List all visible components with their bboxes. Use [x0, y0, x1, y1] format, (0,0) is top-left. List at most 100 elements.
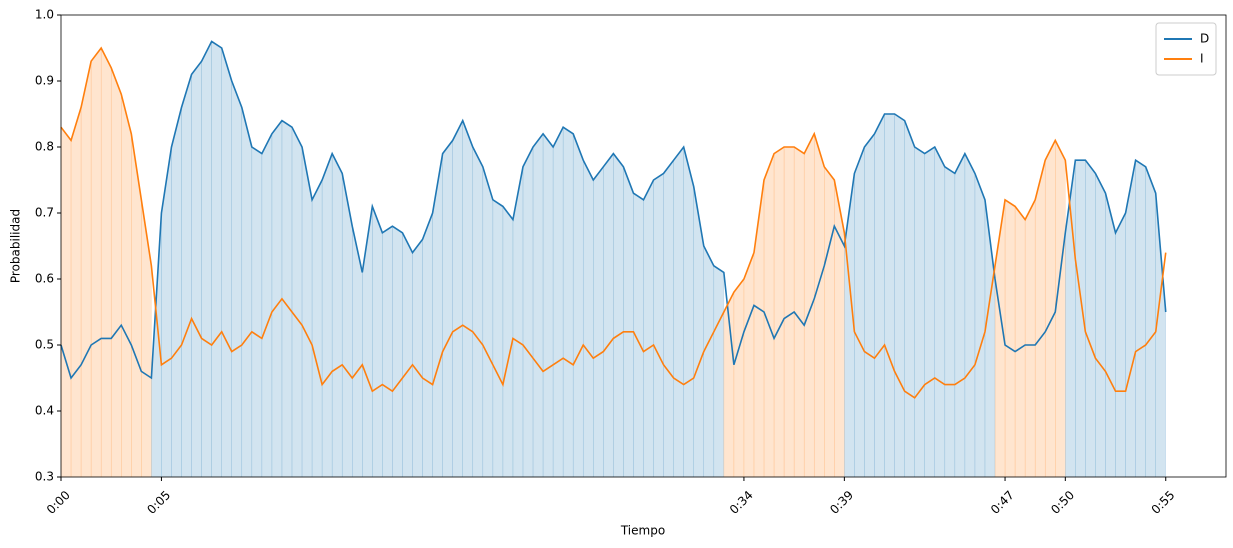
area-fill [110, 67, 122, 478]
area-fill [884, 113, 895, 478]
area-fill [80, 61, 92, 478]
area-fill [914, 146, 925, 478]
area-fill [141, 199, 152, 478]
y-tick-label: 0.6 [35, 272, 54, 286]
area-fill [331, 153, 343, 478]
area-fill [1115, 212, 1126, 478]
area-fill [623, 166, 634, 478]
area-fill [743, 252, 755, 478]
area-fill [603, 152, 614, 478]
area-fill [422, 212, 433, 478]
area-fill [201, 41, 212, 478]
area-fill [874, 113, 885, 478]
area-fill [412, 238, 423, 478]
area-fill [100, 47, 112, 478]
area-fill [783, 146, 795, 478]
area-fill [1095, 173, 1106, 478]
y-tick-label: 0.9 [35, 74, 54, 88]
area-fill [191, 60, 202, 478]
area-fill [793, 146, 805, 478]
area-fill [522, 146, 534, 478]
area-fill [261, 133, 273, 478]
area-fill [1105, 193, 1116, 478]
area-fill [1085, 159, 1096, 478]
area-fill [552, 127, 564, 478]
area-fill [181, 74, 192, 478]
x-tick-label: 0:00 [44, 488, 73, 517]
area-fill [171, 107, 182, 478]
x-tick-label: 0:05 [144, 488, 173, 517]
area-fill [954, 153, 966, 478]
area-fill [161, 146, 172, 478]
area-fill [934, 146, 946, 478]
area-fill [60, 126, 72, 478]
area-fill [683, 146, 694, 478]
area-fill [643, 179, 654, 478]
y-tick-label: 0.5 [35, 338, 54, 352]
area-fill [311, 179, 323, 478]
area-fill [854, 146, 865, 478]
plot-frame [60, 14, 1227, 478]
area-fill [1024, 199, 1036, 478]
area-fill [773, 146, 785, 478]
line [60, 40, 1167, 380]
area-fill [121, 94, 132, 478]
area-fill [532, 133, 544, 478]
area-fill [251, 146, 263, 478]
area-fill [301, 146, 313, 478]
area-fill [392, 225, 403, 478]
area-fill [321, 153, 333, 478]
area-fill [271, 119, 283, 478]
area-fill [442, 139, 453, 478]
area-fill [231, 80, 243, 478]
area-fill [813, 133, 825, 478]
area-fill [572, 133, 584, 478]
area-fill [402, 232, 413, 478]
y-axis-label: Probabilidad [9, 209, 23, 283]
area-fill [1155, 193, 1166, 478]
area-fill [924, 146, 935, 478]
area-fill [1004, 199, 1016, 478]
area-fill [221, 47, 232, 478]
area-fill [663, 159, 674, 478]
y-tick-label: 0.8 [35, 140, 54, 154]
area-fill [974, 173, 986, 478]
area-fill [844, 173, 855, 478]
x-tick-label: 0:34 [727, 488, 756, 517]
legend-label: D [1200, 32, 1209, 46]
x-tick-label: 0:47 [988, 488, 1017, 517]
area-fill [693, 186, 705, 478]
area-fill [964, 153, 976, 478]
area-fill [673, 146, 684, 478]
area-fill [291, 127, 303, 478]
area-fill [944, 166, 956, 478]
x-tick-label: 0:50 [1048, 488, 1077, 517]
area-fill [281, 120, 293, 478]
area-fill [362, 206, 373, 478]
area-fill [593, 166, 604, 478]
area-fill [472, 146, 484, 478]
area-fill [462, 120, 474, 478]
line [60, 46, 1167, 399]
area-fill [1044, 140, 1056, 478]
area-fill [482, 166, 494, 478]
area-fill [382, 225, 393, 478]
area-fill [1055, 140, 1066, 478]
area-fill [1014, 205, 1026, 478]
area-fill [613, 152, 624, 478]
area-fill [894, 113, 905, 478]
area-fill [1135, 159, 1146, 478]
area-fill [653, 172, 664, 478]
area-fill [904, 120, 915, 478]
area-fill [733, 278, 745, 478]
area-fill [713, 265, 725, 478]
area-fill [824, 166, 835, 478]
y-tick-label: 0.7 [35, 206, 54, 220]
legend-box [1155, 22, 1217, 76]
area-fill [452, 120, 463, 478]
area-fill [90, 47, 102, 478]
area-fill [492, 199, 504, 478]
x-tick-label: 0:39 [827, 488, 856, 517]
x-axis-label: Tiempo [620, 524, 665, 538]
